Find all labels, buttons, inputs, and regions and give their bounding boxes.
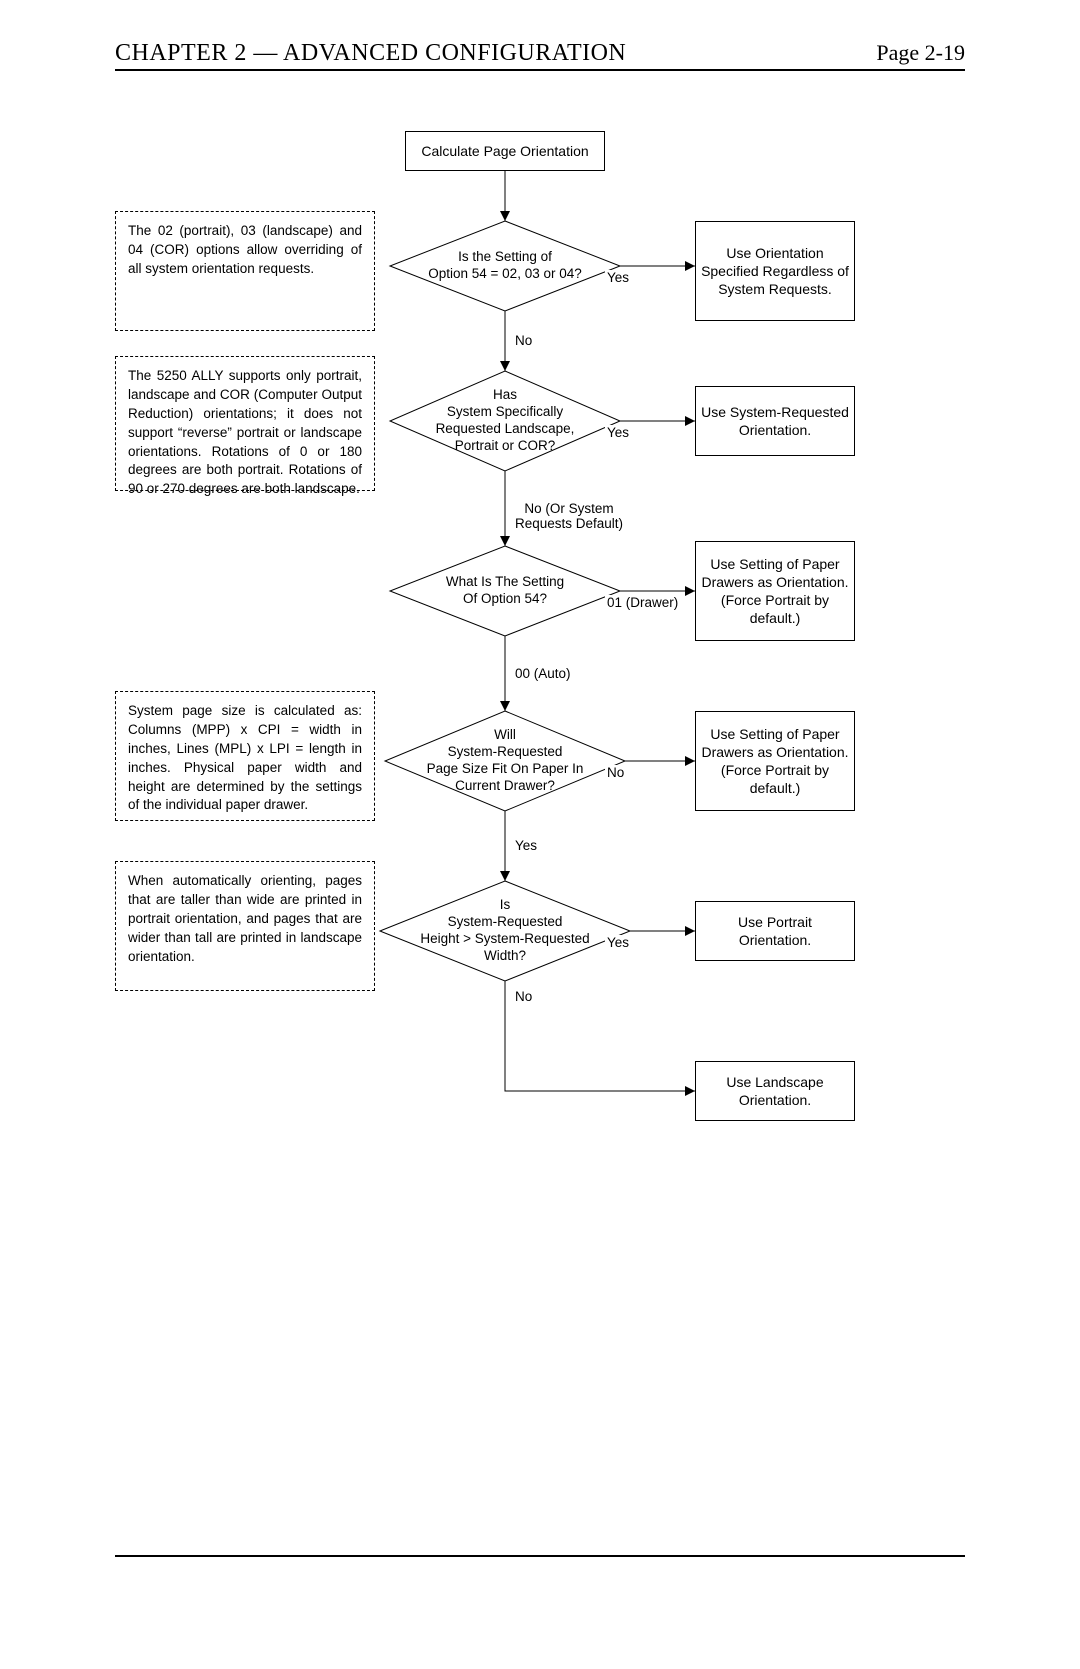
outcome-4: Use Setting of Paper Drawers as Orientat… bbox=[695, 711, 855, 811]
decision-label: What Is The Setting Of Option 54? bbox=[390, 546, 620, 636]
page-header: CHAPTER 2 — ADVANCED CONFIGURATION Page … bbox=[115, 40, 965, 71]
edge-label: Yes bbox=[605, 935, 631, 950]
decision-label: Is the Setting of Option 54 = 02, 03 or … bbox=[390, 221, 620, 311]
decision-2: Has System Specifically Requested Landsc… bbox=[390, 371, 620, 471]
start-node: Calculate Page Orientation bbox=[405, 131, 605, 171]
decision-label: Will System-Requested Page Size Fit On P… bbox=[385, 711, 625, 811]
note-4: When automatically orienting, pages that… bbox=[115, 861, 375, 991]
edge-label: 01 (Drawer) bbox=[605, 595, 680, 610]
note-2: The 5250 ALLY supports only portrait, la… bbox=[115, 356, 375, 491]
edge-label: No bbox=[605, 765, 626, 780]
edge-label: Yes bbox=[605, 270, 631, 285]
note-1: The 02 (portrait), 03 (landscape) and 04… bbox=[115, 211, 375, 331]
decision-3: What Is The Setting Of Option 54? bbox=[390, 546, 620, 636]
decision-label: Is System-Requested Height > System-Requ… bbox=[380, 881, 630, 981]
outcome-1: Use Orientation Specified Regardless of … bbox=[695, 221, 855, 321]
decision-5: Is System-Requested Height > System-Requ… bbox=[380, 881, 630, 981]
decision-1: Is the Setting of Option 54 = 02, 03 or … bbox=[390, 221, 620, 311]
flowchart-canvas: Calculate Page Orientation The 02 (portra… bbox=[115, 71, 965, 1471]
decision-label: Has System Specifically Requested Landsc… bbox=[390, 371, 620, 471]
edge-label: No (Or System Requests Default) bbox=[513, 501, 625, 531]
outcome-2: Use System-Requested Orientation. bbox=[695, 386, 855, 456]
edge-label: Yes bbox=[513, 838, 539, 853]
note-3: System page size is calculated as: Colum… bbox=[115, 691, 375, 821]
edge-label: No bbox=[513, 333, 534, 348]
page-number: Page 2-19 bbox=[876, 40, 965, 66]
edge-label: No bbox=[513, 989, 534, 1004]
outcome-5: Use Portrait Orientation. bbox=[695, 901, 855, 961]
decision-4: Will System-Requested Page Size Fit On P… bbox=[385, 711, 625, 811]
footer-rule bbox=[115, 1555, 965, 1557]
edge-label: Yes bbox=[605, 425, 631, 440]
outcome-3: Use Setting of Paper Drawers as Orientat… bbox=[695, 541, 855, 641]
chapter-title: CHAPTER 2 — ADVANCED CONFIGURATION bbox=[115, 40, 626, 67]
outcome-6: Use Landscape Orientation. bbox=[695, 1061, 855, 1121]
edge-label: 00 (Auto) bbox=[513, 666, 573, 681]
